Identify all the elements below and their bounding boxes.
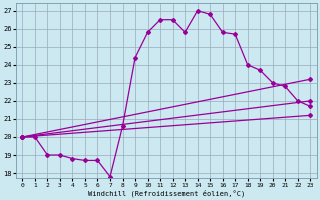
X-axis label: Windchill (Refroidissement éolien,°C): Windchill (Refroidissement éolien,°C)	[88, 189, 245, 197]
